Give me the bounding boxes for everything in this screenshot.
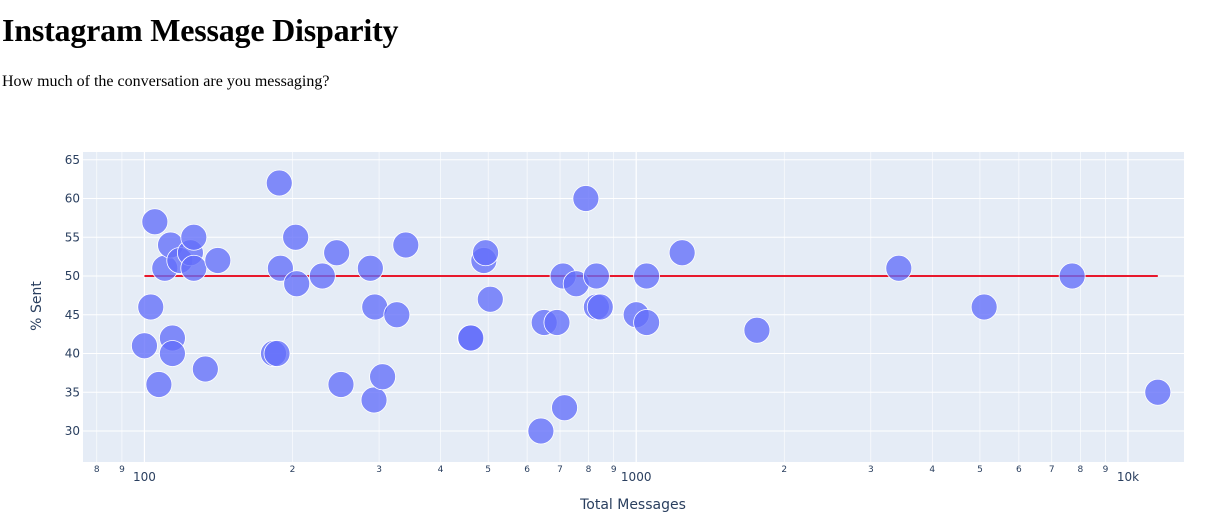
x-minor-tick-label: 6 bbox=[524, 465, 530, 475]
x-axis-ticks: 8 9 2 3 4 5 6 7 8 9 2 3 4 5 6 7 8 9 100 1000 10k bbox=[94, 465, 1139, 484]
page-title: Instagram Message Disparity bbox=[2, 12, 399, 48]
x-minor-tick-label: 5 bbox=[977, 465, 983, 475]
data-point bbox=[392, 231, 420, 259]
x-major-tick-label: 1000 bbox=[621, 470, 652, 484]
data-point bbox=[586, 293, 614, 321]
x-minor-tick-label: 8 bbox=[586, 465, 592, 475]
data-point bbox=[476, 285, 504, 313]
x-minor-tick-label: 5 bbox=[485, 465, 491, 475]
y-tick-label: 50 bbox=[65, 269, 80, 283]
y-tick-label: 65 bbox=[65, 153, 80, 167]
x-minor-tick-label: 3 bbox=[868, 465, 874, 475]
data-point bbox=[180, 254, 208, 282]
data-point bbox=[180, 223, 208, 251]
data-point bbox=[369, 363, 397, 391]
x-major-tick-label: 10k bbox=[1117, 470, 1139, 484]
x-minor-tick-label: 2 bbox=[290, 465, 296, 475]
data-point bbox=[668, 239, 696, 267]
data-point bbox=[327, 371, 355, 398]
x-minor-tick-label: 9 bbox=[611, 465, 617, 475]
data-point bbox=[383, 301, 411, 329]
data-point bbox=[323, 239, 351, 267]
data-point bbox=[308, 262, 336, 290]
page-subtitle: How much of the conversation are you mes… bbox=[2, 73, 330, 90]
x-minor-tick-label: 8 bbox=[94, 465, 100, 475]
data-point bbox=[583, 262, 610, 290]
y-tick-label: 35 bbox=[65, 385, 80, 399]
data-point bbox=[1058, 262, 1086, 290]
data-point bbox=[572, 185, 600, 212]
x-minor-tick-label: 7 bbox=[1049, 465, 1055, 475]
data-point bbox=[743, 316, 771, 344]
x-minor-tick-label: 9 bbox=[1103, 465, 1109, 475]
y-tick-label: 60 bbox=[65, 192, 80, 206]
data-point bbox=[204, 247, 232, 274]
x-minor-tick-label: 4 bbox=[438, 465, 444, 475]
data-point bbox=[633, 309, 661, 336]
data-point bbox=[159, 340, 186, 367]
data-point bbox=[527, 417, 555, 445]
y-tick-label: 55 bbox=[65, 230, 80, 244]
data-point bbox=[970, 293, 998, 321]
data-point bbox=[131, 332, 158, 360]
data-point bbox=[283, 270, 311, 298]
x-minor-tick-label: 3 bbox=[376, 465, 382, 475]
y-tick-label: 45 bbox=[65, 308, 80, 322]
data-point bbox=[263, 340, 291, 367]
x-axis-title: Total Messages bbox=[579, 497, 686, 513]
x-minor-tick-label: 2 bbox=[781, 465, 787, 475]
data-point bbox=[885, 254, 913, 282]
x-minor-tick-label: 8 bbox=[1077, 465, 1083, 475]
data-point bbox=[282, 223, 310, 251]
x-major-tick-label: 100 bbox=[133, 470, 156, 484]
data-point bbox=[137, 293, 165, 321]
x-minor-tick-label: 4 bbox=[929, 465, 935, 475]
y-axis-title: % Sent bbox=[29, 281, 45, 331]
data-point bbox=[265, 169, 293, 197]
data-point bbox=[191, 355, 219, 383]
data-point bbox=[551, 394, 578, 422]
x-minor-tick-label: 7 bbox=[557, 465, 563, 475]
data-point bbox=[356, 254, 384, 282]
x-minor-tick-label: 9 bbox=[119, 465, 125, 475]
y-tick-label: 30 bbox=[65, 424, 80, 438]
data-point bbox=[360, 386, 388, 414]
data-point bbox=[1144, 378, 1172, 406]
data-point bbox=[457, 324, 485, 352]
data-point bbox=[141, 208, 169, 236]
y-tick-label: 40 bbox=[65, 347, 80, 361]
data-point bbox=[145, 371, 173, 398]
data-point bbox=[472, 239, 499, 267]
data-point bbox=[633, 262, 661, 290]
data-points bbox=[131, 169, 1172, 445]
x-minor-tick-label: 6 bbox=[1016, 465, 1022, 475]
data-point bbox=[543, 309, 571, 336]
y-axis-ticks: 30 35 40 45 50 55 60 65 bbox=[65, 153, 80, 438]
